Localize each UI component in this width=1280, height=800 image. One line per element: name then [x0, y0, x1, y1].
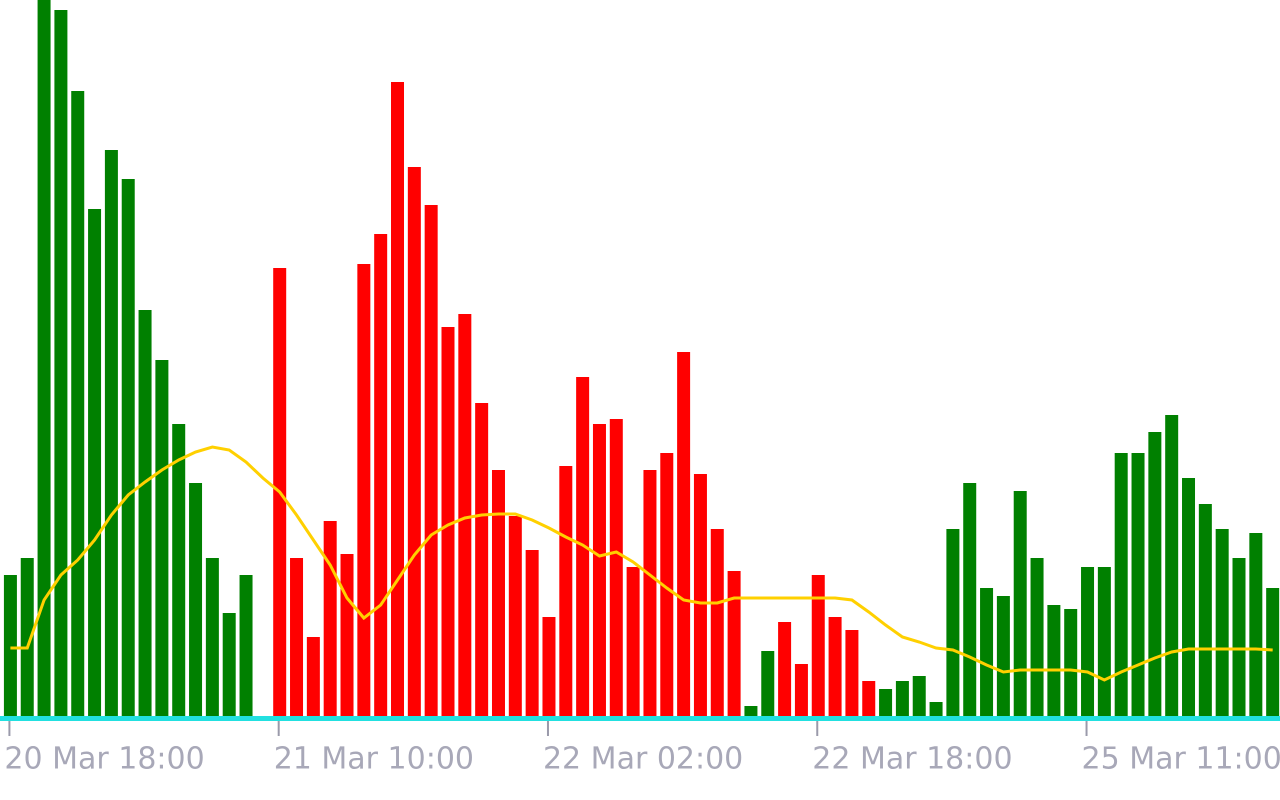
bar [88, 209, 102, 716]
bar [895, 681, 909, 716]
x-tick-label: 21 Mar 10:00 [274, 742, 474, 777]
bar [559, 466, 573, 716]
bar [761, 651, 775, 716]
bar [845, 630, 859, 716]
bar [542, 617, 556, 716]
x-tick-label: 22 Mar 02:00 [543, 742, 743, 777]
bar [912, 676, 926, 716]
bar [946, 529, 960, 716]
bar [1198, 504, 1212, 716]
bar [71, 91, 85, 716]
bar [1081, 567, 1095, 716]
bar [609, 419, 623, 716]
bar [1266, 588, 1280, 716]
bar [996, 596, 1010, 716]
bar [441, 327, 455, 716]
bar [1064, 609, 1078, 716]
bar [525, 550, 539, 716]
bar [54, 10, 68, 716]
bar [862, 681, 876, 716]
bar [1232, 558, 1246, 716]
bar [929, 702, 943, 716]
bar [340, 554, 354, 716]
bar [778, 622, 792, 716]
bar [3, 575, 17, 716]
bar [693, 474, 707, 716]
bar [1148, 432, 1162, 716]
bar [879, 689, 893, 716]
bar [205, 558, 219, 716]
bar [138, 310, 152, 716]
bar [121, 179, 135, 716]
x-tick-label: 20 Mar 18:00 [4, 742, 204, 777]
bar [1097, 567, 1111, 716]
bar [239, 575, 253, 716]
bar [172, 424, 186, 716]
bar [1114, 453, 1128, 716]
bar [458, 314, 472, 716]
bar [424, 205, 438, 716]
bar [475, 403, 489, 716]
bar [306, 637, 320, 716]
bar [660, 453, 674, 716]
bar [491, 470, 505, 716]
bar [592, 424, 606, 716]
bar [643, 470, 657, 716]
bar [407, 167, 421, 716]
bar [963, 483, 977, 716]
bar [1249, 533, 1263, 716]
bar [710, 529, 724, 716]
bar [828, 617, 842, 716]
bar [1215, 529, 1229, 716]
bar [323, 521, 337, 716]
bar [20, 558, 34, 716]
bar [189, 483, 203, 716]
bar [104, 150, 118, 716]
bar [374, 234, 388, 716]
bar [37, 0, 51, 716]
x-tick-label: 25 Mar 11:00 [1082, 742, 1280, 777]
bar [357, 264, 371, 716]
bar [1047, 605, 1061, 716]
bar [391, 82, 405, 716]
bar [794, 664, 808, 716]
x-tick-label: 22 Mar 18:00 [812, 742, 1012, 777]
bar [727, 571, 741, 716]
bar [980, 588, 994, 716]
bar [744, 706, 758, 716]
bar [1030, 558, 1044, 716]
bar [677, 352, 691, 716]
bar [811, 575, 825, 716]
bar [626, 567, 640, 716]
bar [1131, 453, 1145, 716]
bar [508, 516, 522, 716]
bar [1182, 478, 1196, 716]
baseline [0, 716, 1280, 721]
bar [222, 613, 236, 716]
bar [155, 360, 169, 716]
bar [1165, 415, 1179, 716]
bar [1013, 491, 1027, 716]
bar [290, 558, 304, 716]
indicator-line [10, 445, 1273, 682]
